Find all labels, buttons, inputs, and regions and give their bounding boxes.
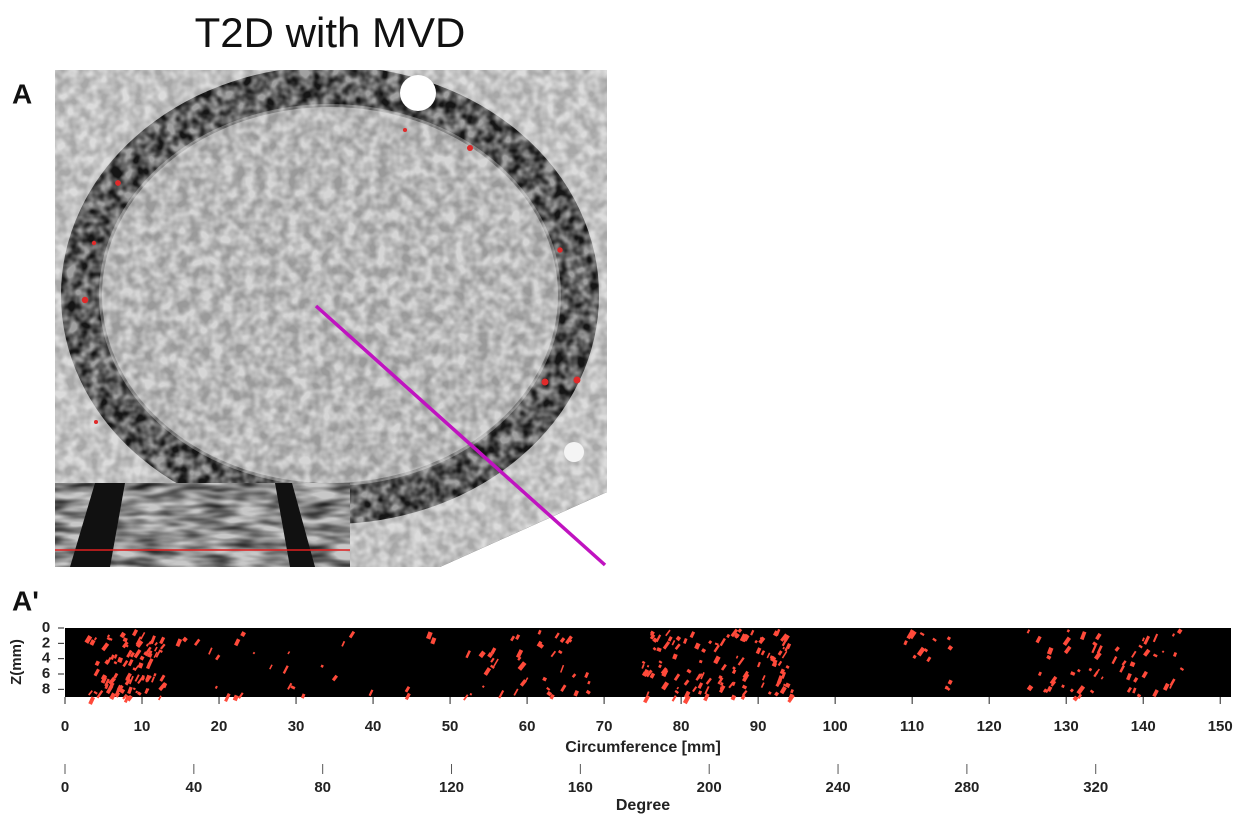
x-tick-label: 0	[61, 718, 69, 735]
x-tick-label: 140	[1131, 718, 1156, 735]
x2-tick-label: 240	[826, 779, 851, 796]
x-tick-label: 40	[365, 718, 382, 735]
x-tick-label: 60	[519, 718, 536, 735]
x2-tick-label: 280	[954, 779, 979, 796]
vessel-speck	[88, 696, 95, 705]
vessel-speck	[115, 180, 121, 186]
x2-tick-label: 80	[314, 779, 331, 796]
x2-tick-label: 120	[439, 779, 464, 796]
x2-tick-label: 160	[568, 779, 593, 796]
strip-background	[65, 628, 1231, 697]
x-tick-label: 20	[211, 718, 228, 735]
x-tick-label: 100	[823, 718, 848, 735]
x-tick-label: 110	[900, 718, 924, 735]
x-tick-label: 70	[596, 718, 613, 735]
x2-tick-label: 320	[1083, 779, 1108, 796]
inset	[55, 483, 350, 567]
vessel-speck	[574, 377, 581, 384]
x2-tick-label: 200	[697, 779, 722, 796]
vessel-speck	[403, 128, 407, 132]
vessel-speck	[557, 247, 562, 252]
vessel-speck	[92, 241, 96, 245]
x-tick-label: 80	[673, 718, 690, 735]
x-tick-label: 90	[750, 718, 767, 735]
vessel-speck	[542, 379, 549, 386]
vessel-speck	[467, 145, 473, 151]
x2-tick-label: 0	[61, 779, 69, 796]
figure-title: T2D with MVD	[195, 9, 466, 56]
panel-label: A	[12, 78, 32, 109]
panel-label: A'	[12, 585, 39, 616]
y-axis-label: Z(mm)	[8, 639, 25, 685]
x-tick-label: 30	[288, 718, 305, 735]
vessel-speck	[94, 420, 98, 424]
figure: T2D with MVD A A' Z(mm) Circumference [m…	[0, 0, 1239, 818]
x-tick-label: 10	[134, 718, 151, 735]
x-tick-label: 130	[1054, 718, 1079, 735]
x-tick-label: 50	[442, 718, 459, 735]
x2-axis-label: Degree	[616, 797, 670, 814]
y-tick-label: 8	[42, 680, 50, 697]
x-tick-label: 120	[977, 718, 1002, 735]
x-axis-label: Circumference [mm]	[565, 739, 721, 756]
x-tick-label: 150	[1208, 718, 1233, 735]
x2-tick-label: 40	[185, 779, 202, 796]
vessel-speck	[82, 297, 88, 303]
